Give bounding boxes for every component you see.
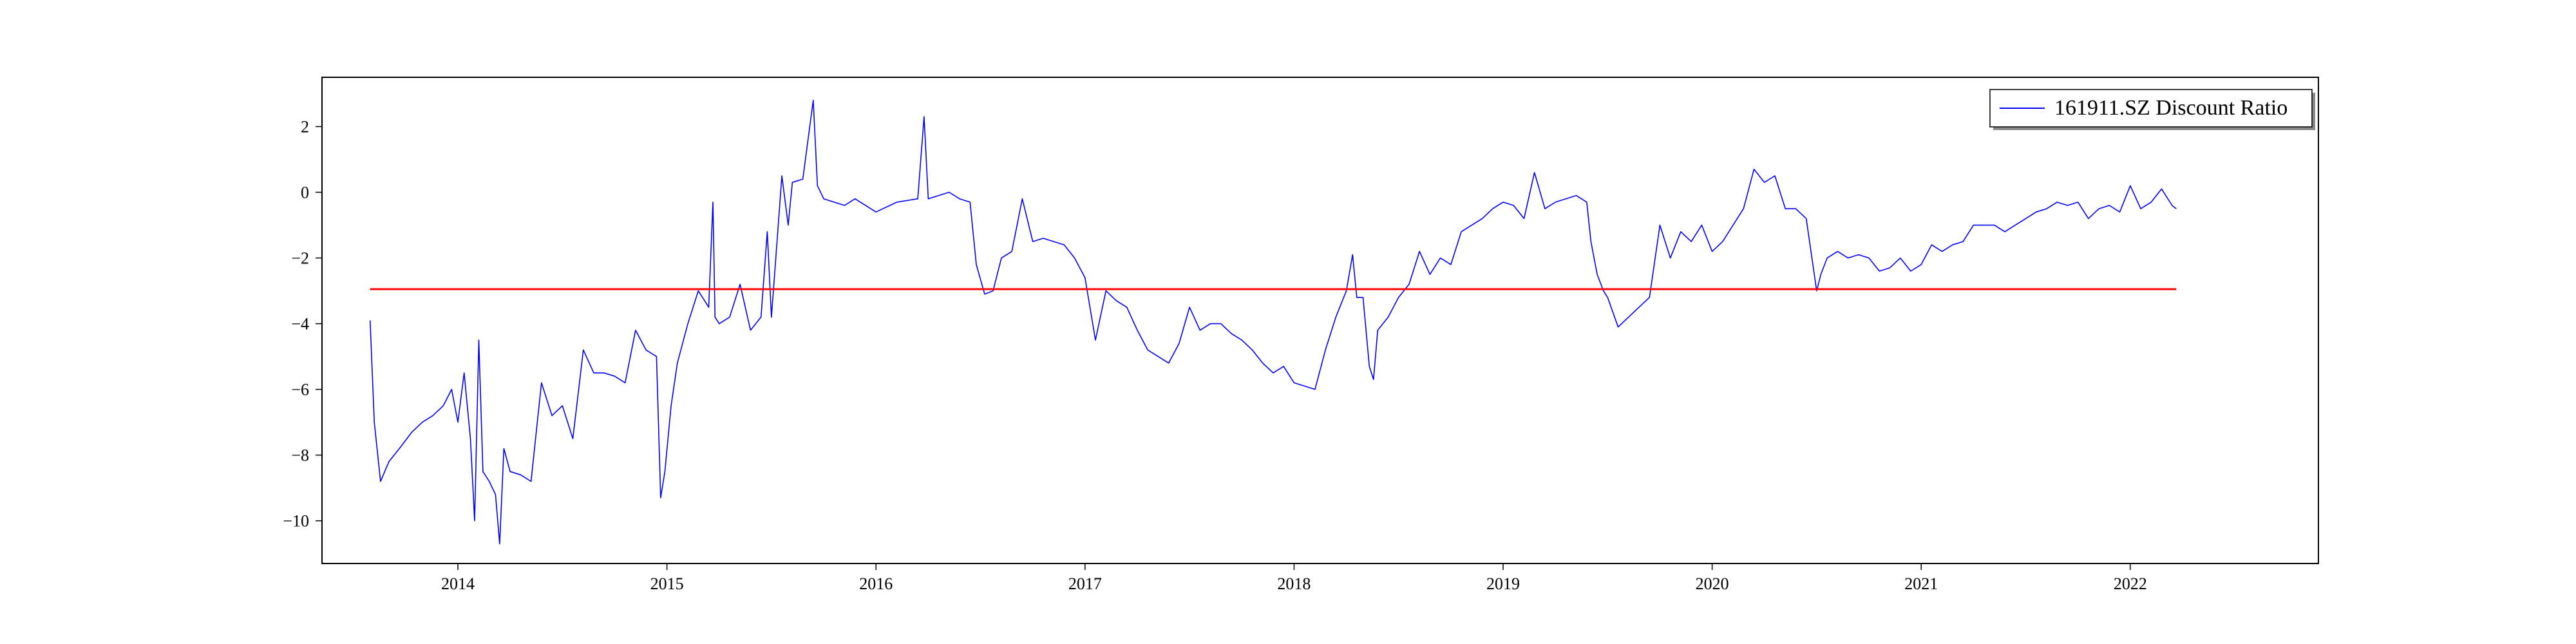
legend-label: 161911.SZ Discount Ratio: [2054, 96, 2287, 120]
x-tick-label: 2019: [1486, 574, 1520, 593]
series-layer: [369, 99, 2177, 545]
x-tick-label: 2020: [1696, 574, 1729, 593]
y-tick-label: 0: [301, 184, 309, 202]
y-tick-label: −10: [283, 512, 309, 531]
x-tick-label: 2016: [859, 574, 893, 593]
x-tick-label: 2018: [1277, 574, 1311, 593]
x-tick-label: 2017: [1068, 574, 1102, 593]
discount-ratio-line: [369, 99, 2177, 545]
y-tick-label: −2: [291, 249, 309, 268]
x-tick-label: 2014: [441, 574, 475, 593]
x-tick-label: 2022: [2114, 574, 2147, 593]
x-tick-label: 2015: [650, 574, 684, 593]
y-tick-label: −6: [291, 381, 309, 399]
y-tick-label: −8: [291, 446, 309, 465]
legend: 161911.SZ Discount Ratio: [1989, 89, 2315, 130]
x-axis: 2014 2015 2016 2017 2018 2019 2020 2021 2022: [441, 564, 2147, 593]
y-axis: 2 0 −2 −4 −6 −8 −10: [283, 118, 322, 531]
y-tick-label: −4: [291, 315, 309, 334]
y-tick-label: 2: [301, 118, 309, 137]
plot-frame: [321, 77, 2319, 564]
x-tick-label: 2021: [1904, 574, 1938, 593]
